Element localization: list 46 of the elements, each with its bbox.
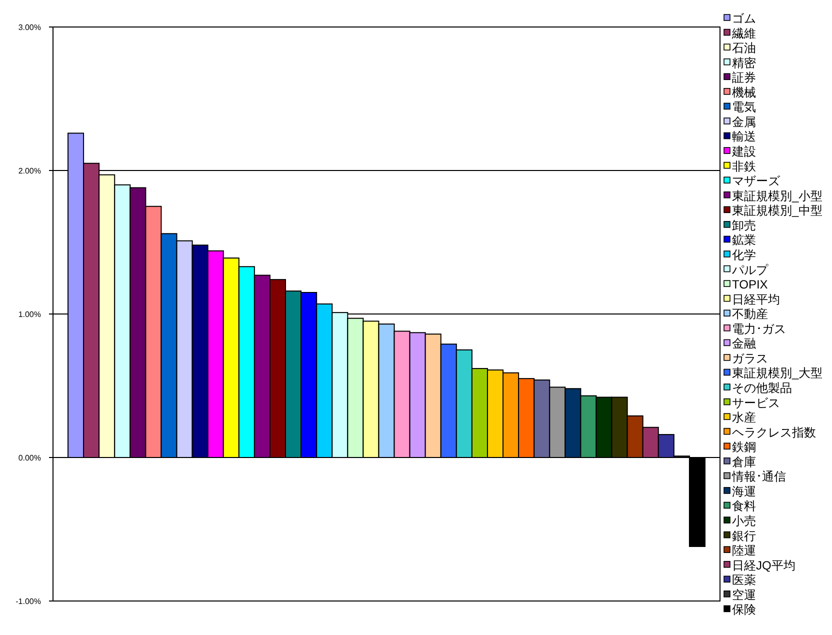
legend-label: 情報･通信 (731, 470, 786, 484)
legend-label: 東証規模別_中型 (732, 204, 823, 218)
legend-label: その他製品 (732, 381, 792, 395)
legend-label: マザーズ (732, 174, 781, 188)
legend-label: 保険 (732, 602, 756, 617)
legend-label: 非鉄 (732, 159, 756, 174)
legend-label: 鉄鋼 (732, 440, 756, 454)
y-tick-label: 2.00% (18, 166, 41, 176)
legend-label: 建設 (731, 144, 756, 159)
legend-label: 卸売 (732, 218, 756, 232)
legend-label: 倉庫 (732, 454, 756, 469)
legend-label: 精密 (732, 56, 756, 70)
legend-label: 東証規模別_小型 (732, 188, 823, 203)
legend-label: 電気 (732, 100, 756, 114)
legend-label: 東証規模別_大型 (732, 366, 823, 380)
legend-label: 日経JQ平均 (732, 558, 796, 572)
legend-label: 金融 (732, 336, 756, 351)
legend-label: 金属 (732, 114, 756, 129)
legend-label: 銀行 (732, 528, 756, 543)
legend-label: 水産 (732, 410, 756, 425)
y-tick-label: -1.00% (16, 597, 41, 606)
legend-label: 空運 (732, 588, 756, 602)
legend-label: 医薬 (732, 573, 756, 588)
legend-label: パルプ (731, 262, 769, 277)
legend-label: サービス (732, 396, 780, 410)
y-tick-label: 0.00% (18, 454, 41, 462)
legend-label: 海運 (732, 484, 756, 498)
legend-label: 小売 (732, 514, 756, 528)
legend-label: ガラス (732, 351, 768, 366)
y-tick-label: 1.00% (18, 310, 41, 319)
legend-label: 陸運 (732, 544, 756, 558)
legend-label: 証券 (732, 70, 756, 85)
legend-label: TOPIX (732, 278, 768, 292)
legend-label: 不動産 (732, 307, 768, 322)
legend-label: 機械 (732, 85, 756, 100)
legend-label: ゴム (732, 12, 756, 26)
legend-label: 鉱業 (732, 233, 756, 248)
legend-label: 食料 (732, 499, 756, 514)
legend-label: 石油 (732, 41, 756, 56)
legend-label: ヘラクレス指数 (732, 425, 816, 440)
y-tick-label: 3.00% (18, 23, 41, 32)
legend-label: 輸送 (732, 130, 756, 144)
legend-label: 化学 (732, 248, 756, 262)
legend-label: 日経平均 (732, 292, 780, 306)
legend-label: 電力･ガス (732, 322, 786, 336)
legend-label: 繊維 (731, 26, 756, 40)
